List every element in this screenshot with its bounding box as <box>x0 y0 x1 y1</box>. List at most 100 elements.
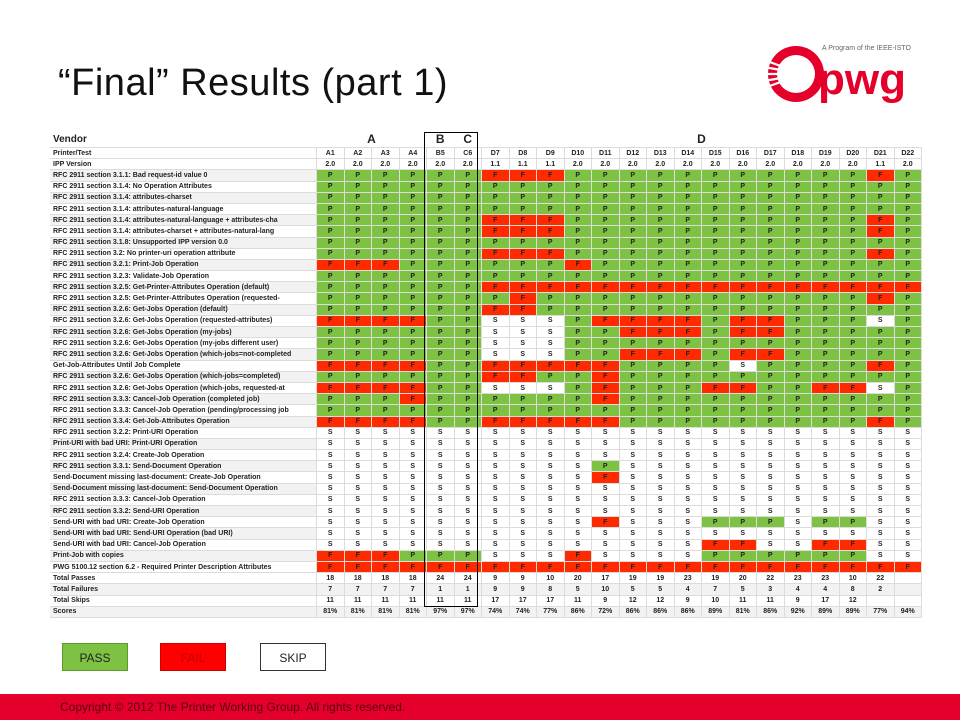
result-cell: P <box>783 180 812 193</box>
result-cell: S <box>591 504 620 518</box>
result-cell: P <box>453 247 482 260</box>
result-cell: S <box>783 460 812 473</box>
result-cell: F <box>866 359 895 372</box>
result-cell: S <box>453 471 482 484</box>
result-cell: P <box>398 325 427 339</box>
result-cell: P <box>453 337 482 350</box>
result-cell: S <box>536 493 565 507</box>
result-cell: S <box>756 527 785 540</box>
result-cell: P <box>398 214 427 227</box>
result-cell: S <box>866 527 895 540</box>
result-cell: S <box>591 527 620 540</box>
result-cell: S <box>536 504 565 518</box>
result-cell: P <box>783 303 812 316</box>
result-cell: S <box>426 471 455 484</box>
result-cell: P <box>838 549 867 562</box>
result-cell: P <box>343 281 372 294</box>
result-cell: P <box>481 258 510 272</box>
result-cell: F <box>893 281 922 294</box>
result-cell: P <box>646 214 675 227</box>
result-cell: S <box>618 449 647 462</box>
result-cell: F <box>563 359 592 372</box>
result-cell: P <box>481 404 510 417</box>
result-cell: S <box>343 527 372 540</box>
result-cell: P <box>453 214 482 227</box>
result-cell: P <box>508 393 537 406</box>
total-value: 81% <box>371 605 400 618</box>
result-cell: F <box>811 538 840 551</box>
result-cell: S <box>591 482 620 495</box>
result-cell: P <box>701 292 730 305</box>
result-cell: S <box>646 449 675 462</box>
result-cell: P <box>811 348 840 361</box>
result-cell: S <box>866 482 895 495</box>
result-cell: F <box>508 292 537 305</box>
result-cell: P <box>756 404 785 417</box>
result-cell: S <box>508 325 537 339</box>
result-cell: S <box>838 527 867 540</box>
result-cell: S <box>756 504 785 518</box>
result-cell: P <box>371 281 400 294</box>
result-cell: S <box>508 549 537 562</box>
result-cell: P <box>481 393 510 406</box>
result-cell: P <box>536 270 565 283</box>
ipp-version: 2.0 <box>811 158 840 171</box>
test-name: RFC 2911 section 3.1.4: attributes-chars… <box>50 191 317 204</box>
result-cell: S <box>646 504 675 518</box>
result-cell: S <box>811 482 840 495</box>
result-cell: P <box>398 180 427 193</box>
result-cell: S <box>426 482 455 495</box>
copyright-text: Copyright © 2012 The Printer Working Gro… <box>60 700 406 714</box>
result-cell: P <box>811 404 840 417</box>
result-cell: S <box>783 493 812 507</box>
printer-header-row: Printer/Test A1 A2 A3 A4 B5 C6 D7 D8 D9 D10 D11 D12 D… <box>50 146 922 160</box>
result-cell: F <box>838 381 867 395</box>
result-cell: S <box>563 449 592 462</box>
result-cell: P <box>536 370 565 383</box>
result-cell: P <box>783 325 812 339</box>
result-cell: P <box>646 370 675 383</box>
result-cell: S <box>866 314 895 328</box>
result-cell: P <box>838 214 867 227</box>
vendor-group: D <box>697 131 706 146</box>
result-cell: P <box>591 292 620 305</box>
test-row: RFC 2911 section 3.2.1: Print-Job Operat… <box>50 258 922 272</box>
result-cell: P <box>673 404 702 417</box>
result-cell: P <box>508 258 537 272</box>
result-cell: S <box>893 538 922 551</box>
result-cell: P <box>756 214 785 227</box>
result-cell: S <box>316 482 345 495</box>
test-name: Send-URI with bad URI: Cancel-Job Operat… <box>50 538 317 551</box>
result-cell: P <box>673 393 702 406</box>
result-cell: P <box>426 337 455 350</box>
result-cell: F <box>618 560 647 574</box>
result-cell: F <box>646 281 675 294</box>
result-cell: P <box>701 214 730 227</box>
total-value: 4 <box>783 583 812 596</box>
result-cell: S <box>783 449 812 462</box>
result-cell: S <box>866 381 895 395</box>
result-cell: F <box>783 281 812 294</box>
result-cell: S <box>508 504 537 518</box>
test-row: RFC 2911 section 3.2.5: Get-Printer-Attr… <box>50 292 922 305</box>
test-name: Print-Job with copies <box>50 549 317 562</box>
result-cell: P <box>646 270 675 283</box>
result-cell: P <box>371 393 400 406</box>
printer-id: C6 <box>453 146 482 160</box>
result-cell: P <box>426 169 455 182</box>
result-cell: F <box>371 415 400 428</box>
ipp-version-row: IPP Version 2.0 2.0 2.0 2.0 2.0 2.0 1.1 1.1 1.1 2.… <box>50 158 922 171</box>
result-cell: P <box>866 325 895 339</box>
test-name: RFC 2911 section 3.2.5: Get-Printer-Attr… <box>50 292 317 305</box>
total-value: 24 <box>453 572 482 585</box>
result-cell: P <box>728 247 757 260</box>
result-cell: S <box>481 516 510 529</box>
result-cell: P <box>563 202 592 216</box>
result-cell: P <box>811 247 840 260</box>
result-cell: S <box>508 482 537 495</box>
result-cell: P <box>838 314 867 328</box>
result-cell: P <box>591 247 620 260</box>
result-cell: P <box>673 214 702 227</box>
result-cell: P <box>893 225 922 238</box>
result-cell: P <box>371 270 400 283</box>
